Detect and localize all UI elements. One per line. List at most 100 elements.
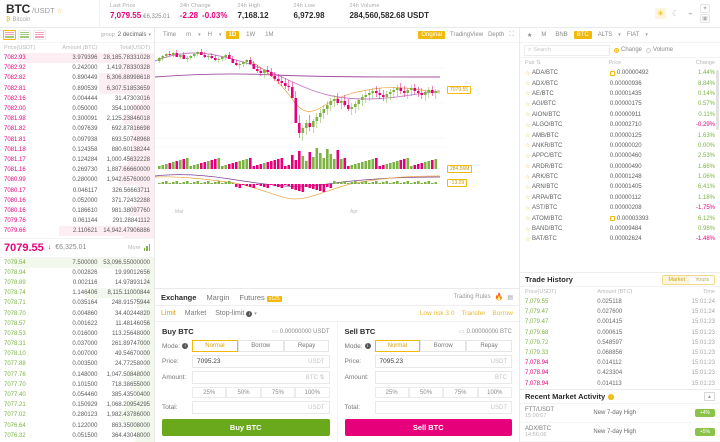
- favorite-star-icon[interactable]: ☆: [525, 101, 531, 108]
- order-book-row[interactable]: 7077.21 0.150929 1,068.20954295: [0, 400, 154, 411]
- tf-time[interactable]: Time: [163, 32, 177, 38]
- chevron-down-icon[interactable]: ▾: [254, 311, 257, 317]
- order-book-row[interactable]: 7082.16 0.004444 31.47303016: [0, 93, 154, 104]
- book-icon[interactable]: ▤: [507, 294, 513, 301]
- buy-mode-repay[interactable]: Repay: [283, 340, 330, 352]
- market-row[interactable]: ☆ BAT/BTC 0.00002624 -1.48%: [520, 234, 720, 244]
- market-tab-fiat[interactable]: FIAT: [626, 32, 640, 38]
- tf-minutes[interactable]: m: [186, 32, 192, 38]
- order-book-row[interactable]: 7081.18 0.124358 880.60138244: [0, 144, 154, 155]
- order-book-row[interactable]: 7076.220.084220596.01765240: [0, 440, 154, 442]
- market-row[interactable]: ☆ ARDR/BTC 0.00000490 1.66%: [520, 162, 720, 172]
- order-book-row[interactable]: 7082.93 3.979396 28,185.78331028: [0, 53, 154, 64]
- buy-pct-50[interactable]: 50%: [226, 387, 261, 398]
- order-book-row[interactable]: 7079.550.1808111,280.06051558: [0, 236, 154, 238]
- sort-change-radio[interactable]: Change: [614, 47, 642, 53]
- chart-view-depth[interactable]: Depth: [488, 32, 505, 38]
- market-row[interactable]: ☆ AST/BTC 0.00000208 -1.75%: [520, 203, 720, 213]
- favorite-star-icon[interactable]: ☆: [525, 236, 531, 243]
- info-icon[interactable]: i: [364, 343, 371, 349]
- sell-mode-normal[interactable]: Normal: [374, 340, 421, 352]
- favorite-star-icon[interactable]: ☆: [525, 174, 531, 181]
- favorite-star-icon[interactable]: ☆: [525, 226, 531, 233]
- sun-icon[interactable]: ☀: [655, 8, 666, 19]
- market-tab-m[interactable]: M: [541, 32, 547, 38]
- price-chart[interactable]: Mar Apr 7079.55 284.56M -13.29: [155, 43, 519, 288]
- search-input[interactable]: ⌕ Search: [524, 44, 610, 56]
- market-tab-alts[interactable]: ALTS: [597, 32, 613, 38]
- order-book-row[interactable]: 7080.16 0.052000 371.72432288: [0, 195, 154, 206]
- buy-mode-normal[interactable]: Normal: [192, 340, 238, 352]
- market-row[interactable]: ☆ ANKR/BTC 0.00000020 0.00%: [520, 141, 720, 151]
- info-icon[interactable]: i: [246, 311, 253, 317]
- market-tab-btc[interactable]: BTC: [573, 31, 592, 39]
- favorite-star-icon[interactable]: ☆: [525, 133, 531, 140]
- pair-selector[interactable]: BTC /USDT ☆ ₿ Bitcoin: [0, 0, 100, 27]
- buy-price-input[interactable]: 7095.23 USDT: [192, 355, 330, 368]
- sell-pct-50[interactable]: 50%: [408, 387, 444, 398]
- market-row[interactable]: ☆ BAND/BTC 0.00009484 0.98%: [520, 224, 720, 234]
- book-view-asks-icon[interactable]: [33, 30, 46, 40]
- buy-pct-25[interactable]: 25%: [192, 387, 227, 398]
- order-book-row[interactable]: 7082.00 0.050000 354.10000000: [0, 103, 154, 115]
- market-row[interactable]: ☆ ARPA/BTC 0.00000112 1.18%: [520, 193, 720, 203]
- order-type-stop-limit[interactable]: Stop-limit i ▾: [215, 310, 257, 317]
- market-tab-bnb[interactable]: BNB: [555, 32, 568, 38]
- group-selector[interactable]: group 2 decimals ▾: [101, 32, 151, 38]
- col-price[interactable]: Price: [608, 60, 622, 66]
- sell-amount-input[interactable]: BTC: [374, 371, 512, 384]
- borrow-button[interactable]: Borrow: [492, 310, 513, 317]
- order-book-row[interactable]: 7081.16 0.269730 1,887.66660000: [0, 165, 154, 176]
- order-book-row[interactable]: 7082.82 0.890449 6,306.88998618: [0, 73, 154, 84]
- order-book-row[interactable]: 7077.40 0.054460 385.43500400: [0, 389, 154, 401]
- chart-view-original[interactable]: Original: [418, 31, 446, 39]
- decimals-select[interactable]: 2 decimals ▾: [118, 32, 151, 38]
- chevron-down-icon[interactable]: ▾: [198, 32, 201, 38]
- more-link[interactable]: More: [128, 244, 150, 251]
- chevron-down-icon[interactable]: ▾: [618, 32, 621, 38]
- trade-history-list[interactable]: 7,079.55 0.025118 15:01:24 7,079.47 0.027600…: [520, 297, 720, 389]
- order-book-row[interactable]: 7076.64 0.122000 863.35008000: [0, 420, 154, 431]
- order-book-row[interactable]: 7081.17 0.124284 1,000.45632228: [0, 154, 154, 166]
- buy-pct-75[interactable]: 75%: [260, 387, 296, 398]
- order-book-row[interactable]: 7081.98 0.300091 2,125.23846018: [0, 114, 154, 125]
- order-book-row[interactable]: 7078.31 0.037000 261.89747000: [0, 339, 154, 350]
- order-book-row[interactable]: 7078.70 0.004860 34.40244820: [0, 308, 154, 319]
- order-type-market[interactable]: Market: [184, 310, 207, 317]
- order-book-row[interactable]: 7077.76 0.148000 1,047.50848000: [0, 369, 154, 380]
- favorite-star-icon[interactable]: ☆: [525, 164, 531, 171]
- market-list[interactable]: ☆ ADA/BTC 0.00000492 1.44% ☆ ADX/BTC 0.0000093…: [520, 68, 720, 272]
- favorite-star-icon[interactable]: ☆: [525, 184, 531, 191]
- order-book-row[interactable]: 7076.32 0.051500 364.43048000: [0, 430, 154, 441]
- order-book-row[interactable]: 7078.94 0.002826 19.99012656: [0, 267, 154, 278]
- favorite-star-icon[interactable]: ☆: [525, 122, 531, 129]
- market-row[interactable]: ☆ ATOM/BTC 0.00003393 6.12%: [520, 213, 720, 223]
- market-row[interactable]: ☆ AION/BTC 0.00000911 0.11%: [520, 110, 720, 120]
- favorite-star-icon[interactable]: ☆: [525, 81, 531, 88]
- favorite-star-icon[interactable]: ☆: [525, 143, 531, 150]
- order-type-limit[interactable]: Limit: [161, 310, 176, 317]
- order-book-row[interactable]: 7080.99 0.280000 1,942.65760000: [0, 175, 154, 186]
- order-book-row[interactable]: 7082.81 0.890539 6,307.51853659: [0, 83, 154, 94]
- sell-mode-borrow[interactable]: Borrow: [420, 340, 467, 352]
- sell-pct-25[interactable]: 25%: [374, 387, 409, 398]
- order-book-row[interactable]: 7079.66 2.110621 14,942.47906886: [0, 226, 154, 237]
- order-book-row[interactable]: 7077.02 0.280123 1,982.43786000: [0, 410, 154, 421]
- order-book-row[interactable]: 7078.53 0.016000 113.25648000: [0, 328, 154, 339]
- trading-rules-label[interactable]: Trading Rules: [453, 294, 491, 300]
- trade-history-tab-market[interactable]: Market: [663, 275, 691, 284]
- buy-submit-button[interactable]: Buy BTC: [162, 419, 330, 436]
- tf-hours[interactable]: H: [207, 32, 212, 38]
- tab-futures[interactable]: Futures x125: [239, 293, 282, 302]
- chart-view-tradingview[interactable]: TradingView: [450, 32, 484, 38]
- transfer-button[interactable]: Transfer: [461, 310, 486, 317]
- order-book-row[interactable]: 7078.71 0.035164 248.91575944: [0, 298, 154, 309]
- book-view-bids-icon[interactable]: [18, 30, 31, 40]
- order-book-row[interactable]: 7078.74 1.146406 8,115.11000844: [0, 288, 154, 299]
- tf-1d[interactable]: 1D: [225, 31, 240, 39]
- order-book-row[interactable]: 7078.10 0.007000 49.54670000: [0, 349, 154, 360]
- order-book-row[interactable]: 7079.76 0.061144 291.28841112: [0, 216, 154, 227]
- moon-icon[interactable]: ☾: [671, 9, 680, 18]
- market-row[interactable]: ☆ ADA/BTC 0.00000492 1.44%: [520, 68, 720, 78]
- sell-price-input[interactable]: 7095.23 USDT: [374, 355, 512, 368]
